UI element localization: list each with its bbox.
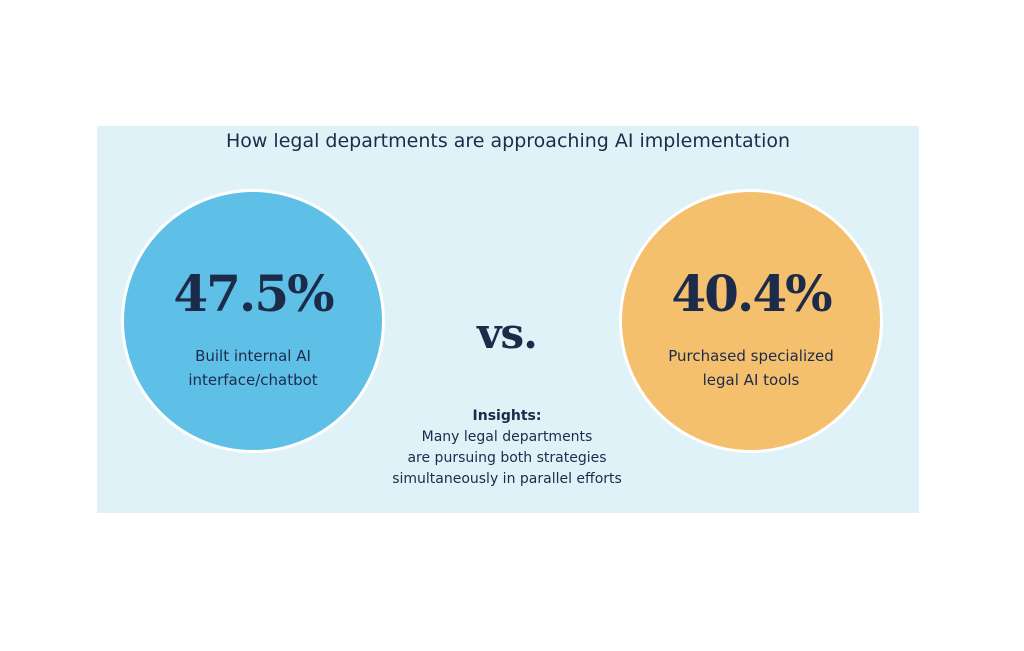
stat-description-line: Built internal AI — [195, 347, 311, 365]
stat-value-purchased: 40.4% — [671, 264, 832, 323]
stat-description-line: legal AI tools — [702, 371, 800, 389]
stat-description-internal: Built internal AI interface/chatbot — [124, 344, 382, 392]
infographic-panel: How legal departments are approaching AI… — [97, 126, 919, 513]
insights-heading: Insights: — [472, 408, 542, 424]
stat-circle-internal: 47.5% Built internal AI interface/chatbo… — [121, 189, 385, 453]
insights-line: are pursuing both strategies — [407, 450, 607, 466]
stat-value-internal: 47.5% — [173, 264, 334, 323]
stat-description-line: interface/chatbot — [188, 371, 318, 389]
insights-line: Many legal departments — [421, 429, 593, 445]
chart-title: How legal departments are approaching AI… — [225, 130, 791, 152]
stat-description-line: Purchased specialized — [668, 347, 834, 365]
versus-label: vs. — [477, 309, 538, 358]
stat-circle-purchased: 40.4% Purchased specialized legal AI too… — [619, 189, 883, 453]
insights-line: simultaneously in parallel efforts — [392, 471, 622, 487]
insights-block: Insights: Many legal departments are pur… — [347, 406, 667, 490]
stat-description-purchased: Purchased specialized legal AI tools — [622, 344, 880, 392]
